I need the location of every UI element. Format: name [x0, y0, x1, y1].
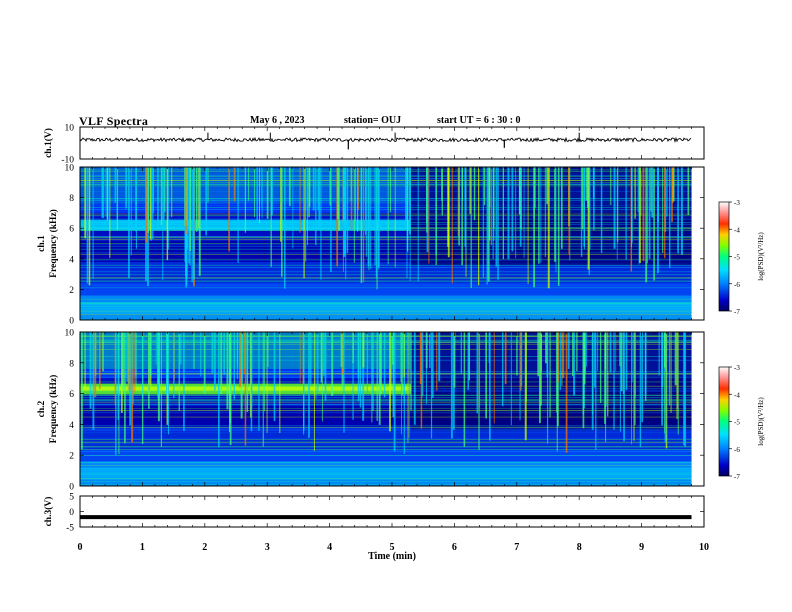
- ch2-colorbar: -3 -4 -5 -6 -7 log(PSD)(V²/Hz): [718, 364, 765, 481]
- ch1-colorbar-tick-label: -7: [734, 308, 740, 316]
- ch1-spectrogram-image: [80, 167, 692, 320]
- ch1-spectrogram-ytick-label: 2: [69, 286, 74, 296]
- x-tick-label: 9: [639, 542, 644, 553]
- ch3-waveform-ytick-label: -5: [66, 524, 74, 534]
- ch2-colorbar-tick-label: -7: [734, 473, 740, 481]
- station-label: station= OUJ: [344, 115, 402, 126]
- ch2-spectrogram-ytick-label: 2: [69, 452, 74, 462]
- ch1-upper-haze: [80, 167, 411, 204]
- ch1-colorbar-tick-label: -3: [734, 199, 740, 207]
- ch2-colorbar-scale: [718, 366, 730, 477]
- ch2-colorbar-tick-label: -4: [734, 391, 740, 399]
- x-tick-label: 2: [202, 542, 207, 553]
- ch3-waveform-panel: 5 0 -5 ch.3(V): [43, 493, 705, 534]
- ch2-spectrogram-ytick-label: 8: [69, 359, 74, 369]
- start-time-label: start UT = 6 : 30 : 0: [437, 115, 521, 126]
- ch1-spectrogram-ytick-label: 6: [69, 225, 74, 235]
- ch3-waveform-ytick-label: 5: [69, 493, 74, 503]
- ch1-spectrogram-ytick-label: 4: [69, 255, 74, 265]
- ch1-waveform-panel: 10 -10 ch.1(V): [43, 124, 705, 166]
- ch3-waveform-ytick-label: 0: [69, 508, 74, 518]
- ch1-spectrogram-ytick-label: 0: [69, 317, 74, 327]
- ch1-spectrogram-ytick-label: 10: [65, 164, 75, 174]
- ch1-spectrogram-ylabel-frequency: Frequency (kHz): [48, 209, 59, 278]
- ch2-spectrogram-image: [80, 332, 692, 486]
- ch1-waveform-trace: [79, 136, 692, 144]
- ch2-colorbar-tick-label: -3: [734, 364, 740, 372]
- x-tick-label: 6: [452, 542, 457, 553]
- ch2-spectrogram-ytick-label: 10: [65, 329, 75, 339]
- ch2-colorbar-label: log(PSD)(V²/Hz): [757, 397, 765, 446]
- ch2-spectrogram-ylabel-channel: ch.2: [37, 400, 47, 417]
- ch1-spectrogram-panel: 0 2 4 6 8 10 ch.1 Frequency (kHz): [37, 164, 705, 327]
- ch2-quiet-region: [410, 332, 692, 431]
- ch2-spectrogram-ytick-label: 4: [69, 421, 74, 431]
- ch1-waveform-ytick-label: 10: [65, 124, 75, 134]
- ch1-colorbar-tick-label: -4: [734, 226, 740, 234]
- ch1-colorbar: -3 -4 -5 -6 -7 log(PSD)(V²/Hz): [718, 199, 765, 316]
- ch2-spectrogram-ylabel-frequency: Frequency (kHz): [48, 375, 59, 444]
- ch3-waveform-frame: [79, 495, 705, 528]
- ch2-upper-haze: [80, 332, 411, 369]
- ch2-spectrogram-ytick-label: 0: [69, 483, 74, 493]
- ch2-spectrogram-panel: 0 2 4 6 8 10 ch.2 Frequency (kHz): [37, 329, 705, 493]
- ch1-spectrogram-ylabel-channel: ch.1: [37, 235, 47, 252]
- ch2-colorbar-tick-label: -6: [734, 446, 740, 454]
- x-axis-label: Time (min): [368, 551, 416, 562]
- time-axis: 0 1 2 3 4 5 6 7 8 9 10 Time (min): [78, 542, 710, 562]
- ch1-colorbar-label: log(PSD)(V²/Hz): [757, 232, 765, 281]
- x-tick-label: 8: [577, 542, 582, 553]
- x-tick-label: 0: [78, 542, 83, 553]
- ch1-colorbar-tick-label: -5: [734, 254, 740, 262]
- chart-title: VLF Spectra: [79, 114, 149, 128]
- date-label: May 6 , 2023: [250, 115, 305, 126]
- ch1-waveform-ylabel: ch.1(V): [43, 128, 54, 158]
- ch1-waveform-frame: [79, 126, 705, 160]
- ch1-colorbar-scale: [718, 201, 730, 312]
- x-tick-label: 4: [327, 542, 332, 553]
- ch2-colorbar-tick-label: -5: [734, 419, 740, 427]
- x-tick-label: 3: [265, 542, 270, 553]
- x-tick-label: 7: [514, 542, 519, 553]
- ch1-waveform-ytick-label: -10: [61, 156, 74, 166]
- x-tick-label: 5: [390, 542, 395, 553]
- ch1-low-band: [80, 295, 692, 314]
- ch1-spectrogram-ytick-label: 8: [69, 194, 74, 204]
- ch2-low-band: [80, 461, 692, 480]
- x-tick-label: 1: [140, 542, 145, 553]
- ch2-spectrogram-ytick-label: 6: [69, 390, 74, 400]
- x-tick-label: 10: [699, 542, 709, 553]
- ch1-colorbar-tick-label: -6: [734, 281, 740, 289]
- ch3-waveform-ylabel: ch.3(V): [43, 497, 54, 527]
